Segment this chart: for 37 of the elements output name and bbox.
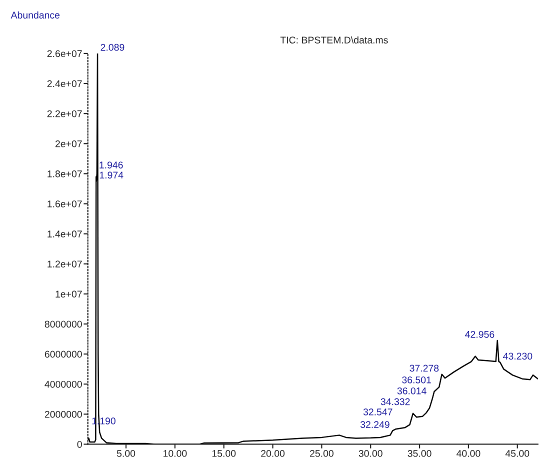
- y-tick-label: 1.6e+07: [48, 200, 82, 208]
- annotation: 2.089: [100, 44, 124, 51]
- y-tick-label: 0: [77, 440, 82, 448]
- y-tick-label: 2.2e+07: [47, 110, 82, 118]
- annotation: 42.956: [465, 330, 494, 338]
- x-tick-label: 30.00: [358, 450, 382, 457]
- annotation: 36.501: [402, 376, 431, 384]
- y-tick-label: 1.8e+07: [48, 170, 82, 178]
- y-tick-label: 1e+07: [56, 290, 82, 298]
- y-tick-label: 8000000: [44, 320, 82, 328]
- y-tick-label: 1.2e+07: [48, 260, 82, 268]
- x-tick-label: 10.00: [164, 450, 187, 457]
- y-axis-title: Abundance: [10, 11, 60, 19]
- annotation: 34.332: [380, 398, 410, 406]
- x-tick-label: 40.00: [456, 450, 480, 457]
- y-tick-label: 2000000: [44, 410, 82, 418]
- annotation: 1.946: [100, 162, 123, 168]
- line-series: [88, 53, 538, 444]
- x-tick-label: 45.00: [505, 450, 530, 457]
- x-tick-label: 5.00: [116, 450, 136, 457]
- annotation: 43.230: [503, 352, 532, 360]
- annotation: 36.014: [397, 387, 426, 394]
- y-tick-label: 4000000: [44, 380, 82, 388]
- y-tick-label: 2.4e+07: [47, 80, 82, 88]
- y-tick-label: 2e+07: [55, 140, 82, 148]
- chart-title: TIC: BPSTEM.D\data.ms: [280, 36, 388, 44]
- x-tick-label: 15.00: [212, 450, 236, 457]
- x-tick-label: 35.00: [408, 450, 432, 457]
- y-tick-label: 2.6e+07: [47, 50, 82, 58]
- x-tick-label: 25.00: [310, 450, 334, 457]
- annotation: 32.547: [363, 408, 392, 416]
- y-tick-label: 6000000: [44, 350, 82, 358]
- annotation: 32.249: [360, 421, 390, 428]
- annotation: 1.974: [100, 172, 124, 179]
- annotation: 37.278: [410, 364, 439, 372]
- x-tick-label: 20.00: [261, 450, 285, 457]
- y-tick-label: 1.4e+07: [48, 230, 82, 238]
